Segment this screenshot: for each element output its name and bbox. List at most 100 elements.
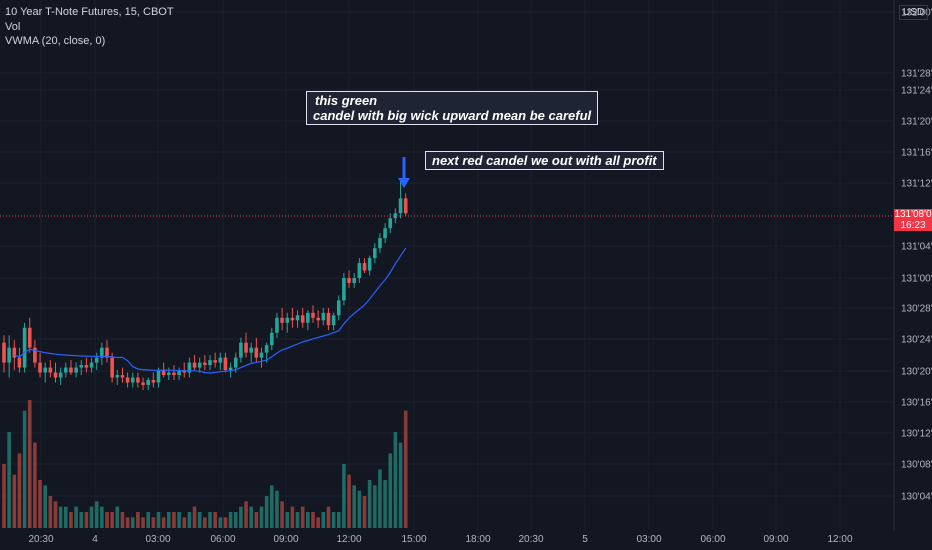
volume-bar [306, 512, 310, 528]
volume-bar [326, 506, 331, 528]
volume-bar [300, 506, 305, 528]
y-tick-label: 130'28'0 [901, 304, 932, 315]
volume-bar [84, 512, 89, 528]
volume-bar [94, 501, 99, 528]
volume-bar [58, 506, 63, 528]
volume-bar [373, 485, 377, 528]
candle [244, 332, 248, 358]
volume-bar [336, 512, 341, 528]
candle [192, 355, 197, 371]
x-tick-label: 20:30 [518, 534, 543, 545]
candle [213, 352, 217, 368]
candle [347, 270, 351, 288]
volume-bar [38, 480, 42, 528]
volume-bar [393, 432, 398, 528]
volume-bar [403, 410, 408, 528]
annotation-note-2-text: next red candel we out with all profit [432, 153, 657, 168]
y-tick-label: 130'12'0 [901, 429, 932, 440]
y-tick-label: 132'00'0 [901, 8, 932, 19]
volume-bar [182, 517, 187, 528]
volume-bar [115, 506, 120, 528]
volume-bar [2, 464, 6, 528]
volume-bar [89, 506, 94, 528]
volume-label[interactable]: Vol [5, 20, 21, 33]
candle [300, 307, 305, 328]
volume-bar [290, 506, 295, 528]
volume-bar [249, 506, 253, 528]
candle [228, 362, 233, 378]
candle [136, 372, 140, 388]
candle [295, 310, 300, 328]
x-tick-label: 06:00 [210, 534, 235, 545]
volume-bar [17, 453, 22, 528]
candle [367, 255, 372, 276]
grid [0, 0, 894, 530]
volume-bar [213, 512, 217, 528]
volume-bar [100, 506, 104, 528]
volume-bar [197, 512, 202, 528]
annotation-note-1[interactable]: this green candel with big wick upward m… [306, 91, 599, 125]
candle [53, 362, 58, 383]
volume-bar [203, 517, 207, 528]
x-tick-label: 06:00 [700, 534, 725, 545]
vwma-label[interactable]: VWMA (20, close, 0) [5, 35, 106, 47]
candle [33, 340, 37, 368]
candle [120, 367, 125, 383]
volume-bar [141, 517, 145, 528]
candle [331, 312, 336, 331]
volume-bar [316, 517, 320, 528]
candle [403, 193, 408, 216]
candle [38, 352, 42, 378]
arrow-down-icon [398, 157, 410, 188]
candle [378, 233, 382, 254]
annotation-note-1-line-2: candel with big wick upward mean be care… [313, 108, 592, 123]
candle [223, 352, 228, 373]
candle [84, 357, 89, 373]
volume-bar [398, 442, 403, 528]
candle [187, 357, 192, 378]
x-tick-label: 5 [582, 534, 588, 545]
y-tick-label: 130'04'0 [901, 492, 932, 503]
y-tick-label: 130'08'0 [901, 460, 932, 471]
currency-button[interactable]: USD [899, 5, 929, 20]
last-price-value: 131'08'0 [894, 209, 932, 220]
volume-bar [218, 517, 223, 528]
volume-bar [362, 496, 367, 528]
candle [69, 360, 73, 376]
candle [182, 362, 187, 378]
x-tick-label: 20:30 [28, 534, 53, 545]
candle [336, 295, 341, 321]
candle [373, 243, 377, 264]
candle [208, 355, 212, 371]
candle [125, 372, 130, 388]
volume-bar [342, 464, 346, 528]
volume-bar [367, 480, 372, 528]
volume-bar [254, 512, 259, 528]
x-tick-label: 12:00 [336, 534, 361, 545]
x-tick-label: 03:00 [636, 534, 661, 545]
volume-bar [244, 501, 248, 528]
volume-bar [146, 512, 150, 528]
y-tick-label: 131'04'0 [901, 242, 932, 253]
volume-bar [7, 432, 11, 528]
volume-bar [352, 485, 356, 528]
volume-bar [383, 480, 387, 528]
candle [290, 307, 295, 328]
volume-bar [130, 517, 135, 528]
candle [94, 352, 99, 371]
volume-bar [270, 485, 274, 528]
candle [280, 307, 284, 331]
y-tick-label: 130'20'0 [901, 367, 932, 378]
y-tick-label: 130'16'0 [901, 398, 932, 409]
annotation-note-2[interactable]: next red candel we out with all profit [425, 151, 664, 170]
volume-bar [79, 512, 84, 528]
candle [249, 342, 253, 363]
candle [311, 305, 315, 323]
candle [105, 340, 109, 363]
x-axis: 20:30 4 03:00 06:00 09:00 12:00 15:00 18:00 20:3… [28, 534, 852, 545]
symbol-title[interactable]: 10 Year T-Note Futures, 15, CBOT [5, 6, 174, 18]
y-tick-label: 131'16'0 [901, 148, 932, 159]
volume-bar [167, 512, 171, 528]
volume-bar [136, 512, 140, 528]
